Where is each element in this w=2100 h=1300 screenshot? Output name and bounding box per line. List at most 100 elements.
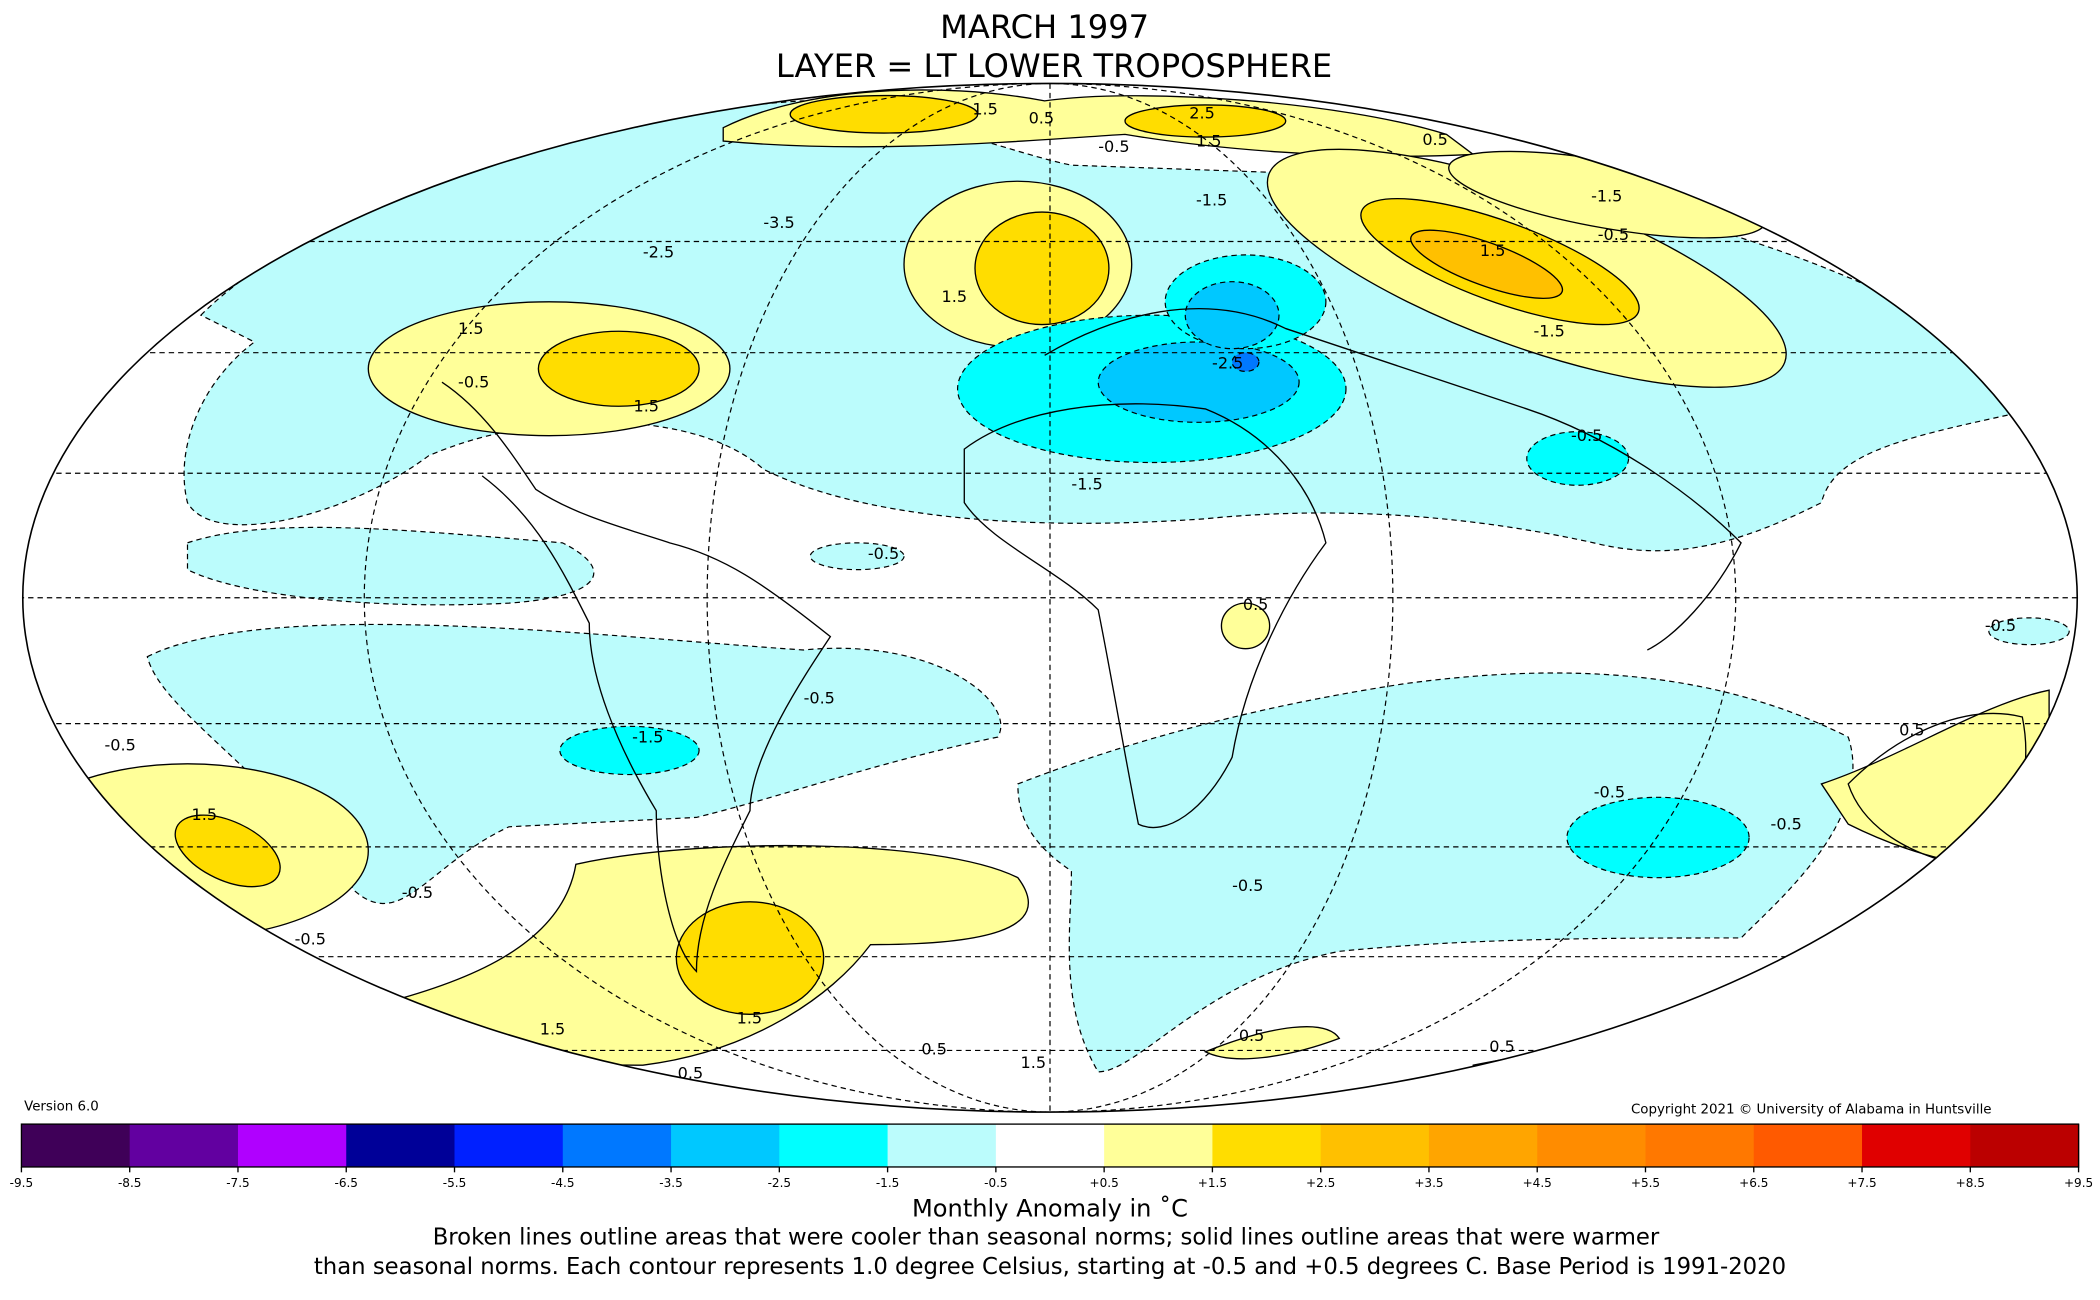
contour-label: -0.5 <box>1598 225 1629 244</box>
colorbar-swatch <box>237 1124 347 1167</box>
contour-label: 0.5 <box>1029 109 1055 128</box>
colorbar-swatch <box>671 1124 780 1167</box>
map-subtitle: LAYER = LT LOWER TROPOSPHERE <box>776 47 1332 85</box>
contour-label: -0.5 <box>1098 137 1129 156</box>
colorbar-tick-label: -4.5 <box>551 1176 575 1190</box>
contour-label: -1.5 <box>632 727 663 746</box>
colorbar-swatch <box>1862 1124 1971 1167</box>
contour-label: -0.5 <box>1771 814 1802 833</box>
colorbar <box>21 1124 2080 1167</box>
version-label: Version 6.0 <box>24 1100 99 1115</box>
contour-label: -0.5 <box>402 883 433 902</box>
contour-label: -0.5 <box>1571 426 1602 445</box>
contour-label: -0.5 <box>804 689 835 708</box>
contour-label: 0.5 <box>1489 1037 1515 1056</box>
contour-label: -0.5 <box>458 373 489 392</box>
contour-label: 1.5 <box>1480 241 1506 260</box>
colorbar-tick-label: +8.5 <box>1956 1176 1985 1190</box>
coastline-africa-eurasia <box>963 308 1742 829</box>
contour-label: 1.5 <box>737 1009 763 1028</box>
cold-region-india <box>1526 431 1630 486</box>
contour-labels: 1.5 0.5 2.5 1.5 -0.5 -1.5 -2.5 -3.5 1.5 … <box>104 99 2016 1082</box>
colorbar-tick-label: +7.5 <box>1847 1176 1876 1190</box>
colorbar-tick-label: +0.5 <box>1090 1176 1119 1190</box>
colorbar-swatch <box>562 1124 672 1167</box>
colorbar-swatch <box>21 1124 131 1167</box>
contour-label: 1.5 <box>1196 131 1222 150</box>
contour-label: 0.5 <box>1239 1026 1265 1045</box>
colorbar-swatch <box>129 1124 239 1167</box>
contour-label: 1.5 <box>1021 1053 1047 1072</box>
contour-label: 0.5 <box>678 1064 704 1083</box>
colorbar-swatch <box>454 1124 564 1167</box>
colorbar-tick-label: -1.5 <box>876 1176 900 1190</box>
coastline-americas <box>441 381 832 974</box>
contour-label: -2.5 <box>643 243 674 262</box>
colorbar-swatch <box>887 1124 997 1167</box>
copyright-label: Copyright 2021 © University of Alabama i… <box>1631 1102 1992 1117</box>
map-globe <box>22 83 2078 1113</box>
colorbar-tick-label: -3.5 <box>659 1176 683 1190</box>
colorbar-swatch <box>346 1124 456 1167</box>
contour-label: -0.5 <box>295 930 326 949</box>
contour-label: -0.5 <box>1985 616 2016 635</box>
contour-label: -0.5 <box>1594 782 1625 801</box>
contour-label: 2.5 <box>1189 103 1215 122</box>
graticule <box>22 83 2078 1113</box>
colorbar-tick-label: -0.5 <box>984 1176 1008 1190</box>
contour-label: -0.5 <box>104 735 135 754</box>
contour-label: 1.5 <box>942 287 968 306</box>
contour-label: 1.5 <box>972 99 998 118</box>
contour-label: 0.5 <box>1243 595 1269 614</box>
cold-region-southern-indian <box>1566 796 1750 879</box>
globe-outline <box>21 82 2079 1113</box>
contour-label: -1.5 <box>1071 474 1102 493</box>
colorbar-tick-label: -5.5 <box>443 1176 467 1190</box>
colorbar-swatch <box>1104 1124 1214 1167</box>
colorbar-frame <box>20 1123 2080 1168</box>
caption-line-1: Broken lines outline areas that were coo… <box>433 1225 1660 1251</box>
colorbar-swatch <box>1753 1124 1863 1167</box>
colorbar-tick-label: -8.5 <box>118 1176 142 1190</box>
contour-label: -3.5 <box>763 213 794 232</box>
contour-label: 1.5 <box>192 805 218 824</box>
colorbar-tick-label: -6.5 <box>334 1176 358 1190</box>
contour-label: 1.5 <box>458 319 484 338</box>
contour-label: 0.5 <box>921 1039 947 1058</box>
colorbar-tick-label: +4.5 <box>1523 1176 1552 1190</box>
colorbar-swatch <box>1645 1124 1755 1167</box>
colorbar-ticks: -9.5 -8.5 -7.5 -6.5 -5.5 -4.5 -3.5 -2.5 -1.5 -0.5… <box>10 1166 2093 1190</box>
contour-label: 0.5 <box>1899 721 1925 740</box>
contour-label: -1.5 <box>1591 186 1622 205</box>
colorbar-tick-label: +6.5 <box>1739 1176 1768 1190</box>
cold-region-south-america <box>559 725 700 776</box>
colorbar-tick-label: +2.5 <box>1306 1176 1335 1190</box>
colorbar-tick-label: +3.5 <box>1414 1176 1443 1190</box>
map-title: MARCH 1997 <box>940 8 1149 46</box>
colorbar-swatch <box>995 1124 1105 1167</box>
colorbar-tick-label: -7.5 <box>226 1176 250 1190</box>
colorbar-swatch <box>1970 1124 2080 1167</box>
cold-region-tropical-pacific <box>186 526 595 606</box>
contour-label: -0.5 <box>1232 876 1263 895</box>
colorbar-tick-label: +9.5 <box>2064 1176 2093 1190</box>
colorbar-swatch <box>1537 1124 1647 1167</box>
contour-label: -2.5 <box>1212 354 1243 373</box>
colorbar-tick-label: +5.5 <box>1631 1176 1660 1190</box>
colorbar-swatch <box>1212 1124 1322 1167</box>
contour-label: -1.5 <box>1533 322 1564 341</box>
colorbar-swatch <box>1428 1124 1538 1167</box>
contour-label: 1.5 <box>633 397 659 416</box>
colorbar-label: Monthly Anomaly in ˚C <box>912 1195 1188 1223</box>
cold-region-atlantic <box>809 542 905 571</box>
colorbar-tick-label: -9.5 <box>10 1176 34 1190</box>
caption-line-2: than seasonal norms. Each contour repres… <box>314 1254 1786 1280</box>
contour-label: 1.5 <box>540 1019 566 1038</box>
cold-region-pacific-east <box>1988 617 2070 646</box>
colorbar-tick-label: -2.5 <box>768 1176 792 1190</box>
cold-region-indian-ocean <box>1017 672 1854 1073</box>
colorbar-swatch <box>779 1124 889 1167</box>
contour-label: 0.5 <box>1422 130 1448 149</box>
contour-label: -1.5 <box>1196 190 1227 209</box>
